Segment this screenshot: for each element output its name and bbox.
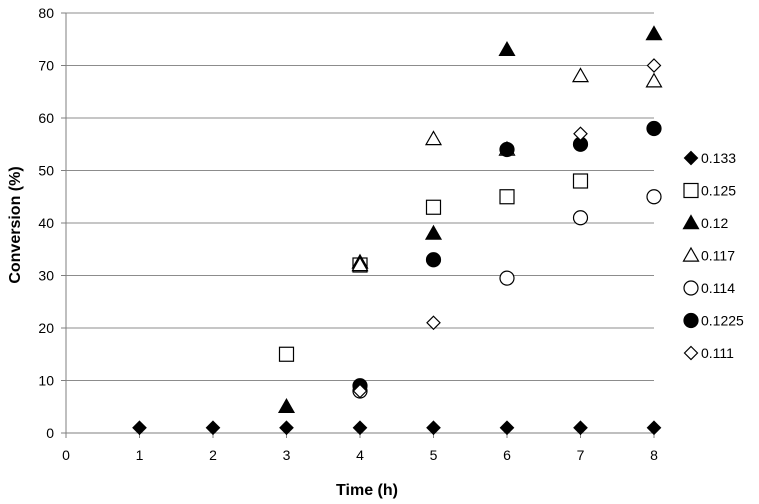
point-0.133-3 (352, 420, 368, 436)
y-tick-label-70: 70 (38, 58, 54, 74)
x-tick-label-1: 1 (136, 447, 144, 463)
legend-label-0.114: 0.114 (701, 280, 735, 296)
point-0.12-4 (645, 25, 663, 41)
x-tick-label-4: 4 (356, 447, 364, 463)
y-tick-labels: 0 10 20 30 40 50 60 70 80 (38, 5, 54, 441)
x-tick-label-2: 2 (209, 447, 217, 463)
point-0.133-4 (426, 420, 441, 436)
y-axis-title: Conversion (%) (7, 166, 24, 283)
x-tick-label-0: 0 (62, 447, 70, 463)
x-tick-label-3: 3 (283, 447, 291, 463)
x-tick-labels: 0 1 2 3 4 5 6 7 8 (62, 447, 658, 463)
point-0.125-4 (572, 173, 589, 189)
y-tick-label-60: 60 (38, 110, 54, 126)
y-tick-label-30: 30 (38, 268, 54, 284)
legend-label-0.1225: 0.1225 (701, 313, 744, 329)
point-0.1225-1 (425, 252, 442, 268)
legend-marker-0.1225 (683, 312, 699, 329)
legend-marker-0.111 (683, 345, 699, 361)
point-0.125-2 (425, 199, 442, 215)
point-0.111-0 (352, 383, 368, 399)
gridlines (66, 12, 654, 381)
x-tick-label-8: 8 (650, 447, 658, 463)
point-0.117-0 (351, 256, 369, 272)
point-0.133-0 (132, 420, 147, 436)
legend-marker-0.117 (682, 246, 700, 262)
point-0.133-1 (205, 420, 221, 436)
point-0.114-2 (572, 210, 589, 226)
y-tick-label-50: 50 (38, 163, 54, 179)
point-0.133-2 (279, 420, 294, 436)
point-0.133-6 (573, 420, 588, 436)
legend-label-0.117: 0.117 (701, 248, 735, 264)
legend-label-0.133: 0.133 (701, 150, 736, 166)
x-tick-label-6: 6 (503, 447, 511, 463)
x-axis-title: Time (h) (336, 482, 398, 499)
y-tick-label-80: 80 (38, 5, 54, 21)
point-0.133-5 (499, 420, 515, 436)
point-0.125-3 (499, 189, 515, 205)
legend-label-0.125: 0.125 (701, 183, 736, 199)
legend-label-0.111: 0.111 (701, 345, 734, 361)
y-tick-label-40: 40 (38, 215, 54, 231)
point-0.111-1 (426, 315, 441, 331)
point-0.12-2 (424, 224, 443, 240)
point-0.1225-2 (499, 141, 515, 158)
point-0.117-3 (571, 67, 590, 83)
data-points (132, 25, 663, 436)
legend: 0.133 0.125 0.12 0.117 0.114 0.1225 0.111 (682, 150, 744, 361)
legend-marker-0.12 (682, 214, 700, 230)
legend-marker-0.114 (683, 280, 699, 296)
point-0.117-1 (424, 130, 443, 146)
point-0.133-7 (646, 420, 662, 436)
point-0.1225-4 (646, 120, 662, 137)
x-tick-label-7: 7 (577, 447, 585, 463)
point-0.12-0 (277, 398, 296, 413)
point-0.111-3 (646, 58, 662, 73)
point-0.125-0 (278, 346, 295, 362)
y-tick-label-20: 20 (38, 320, 54, 336)
point-0.114-3 (646, 189, 662, 205)
legend-marker-0.125 (683, 182, 699, 199)
point-0.114-1 (499, 270, 515, 286)
legend-label-0.12: 0.12 (701, 215, 728, 231)
legend-marker-0.133 (683, 150, 699, 166)
y-tick-label-0: 0 (46, 425, 54, 441)
x-tick-label-5: 5 (430, 447, 438, 463)
y-tick-label-10: 10 (38, 373, 54, 389)
axes (61, 12, 655, 438)
point-0.12-3 (498, 41, 516, 56)
point-0.111-2 (573, 126, 588, 142)
point-0.117-4 (645, 72, 663, 88)
